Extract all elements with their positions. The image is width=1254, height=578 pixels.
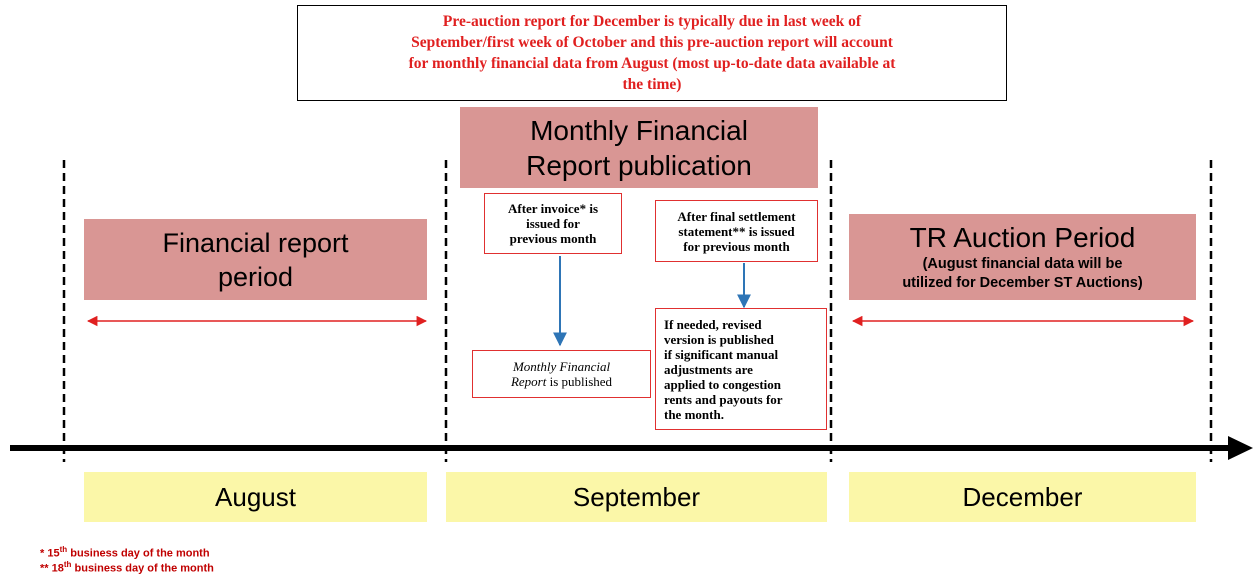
settlement-line: After final settlement (677, 208, 796, 224)
revision-line: rents and payouts for (664, 391, 783, 407)
revision-line: the month. (664, 406, 724, 422)
text: th (63, 560, 72, 569)
published-line: Monthly Financial (512, 359, 611, 374)
text: * (40, 547, 45, 560)
footnote: * 15th business day of the month (40, 545, 210, 560)
auction-title: TR Auction Period (909, 222, 1136, 253)
text: th (59, 545, 68, 554)
published-line: is published (549, 374, 613, 389)
text: business day of the month (70, 547, 210, 560)
auction-box: TR Auction Period (August financial data… (849, 214, 1196, 300)
invoice-line: After invoice* is (507, 201, 599, 216)
revision-line: version is published (664, 331, 774, 347)
invoice-line: issued for (526, 216, 580, 231)
revision-line: adjustments are (664, 361, 753, 377)
text: 18 (51, 562, 64, 575)
month-label: August (84, 472, 427, 522)
text: 15 (47, 547, 60, 560)
note-line: Pre-auction report for December is typic… (442, 13, 862, 30)
month-label: December (849, 472, 1196, 522)
auction-line: utilized for December ST Auctions) (902, 275, 1143, 291)
report-period-line: period (217, 261, 294, 292)
publication-box: Monthly Financial Report publication (460, 107, 818, 188)
published-box: Monthly Financial Report is published (472, 350, 651, 398)
note-line: September/first week of October and this… (411, 34, 893, 51)
settlement-box: After final settlement statement** is is… (655, 200, 818, 262)
month-label: September (446, 472, 827, 522)
invoice-line: previous month (509, 231, 597, 246)
revision-line: applied to congestion (664, 376, 782, 392)
publication-line: Monthly Financial (530, 114, 748, 146)
published-line: Report (510, 374, 547, 389)
report-period-box: Financial report period (84, 219, 427, 300)
period-dividers (62, 160, 1213, 462)
report-period-line: Financial report (162, 227, 349, 258)
publication-line: Report publication (526, 149, 752, 181)
text: business day of the month (74, 562, 214, 575)
revision-box: If needed, revised version is published … (655, 308, 827, 430)
text: ** (40, 562, 49, 575)
revision-line: If needed, revised (664, 316, 762, 332)
revision-line: if significant manual (664, 346, 779, 362)
note-line: for monthly financial data from August (… (408, 55, 896, 72)
note-line: the time) (622, 76, 682, 93)
timeline-head (1228, 436, 1253, 460)
note-box: Pre-auction report for December is typic… (297, 5, 1007, 101)
auction-line: (August financial data will be (922, 256, 1123, 272)
footnote: ** 18th business day of the month (40, 560, 214, 575)
settlement-line: statement** is issued (678, 223, 795, 239)
invoice-box: After invoice* is issued for previous mo… (484, 193, 622, 254)
settlement-line: for previous month (683, 238, 790, 254)
